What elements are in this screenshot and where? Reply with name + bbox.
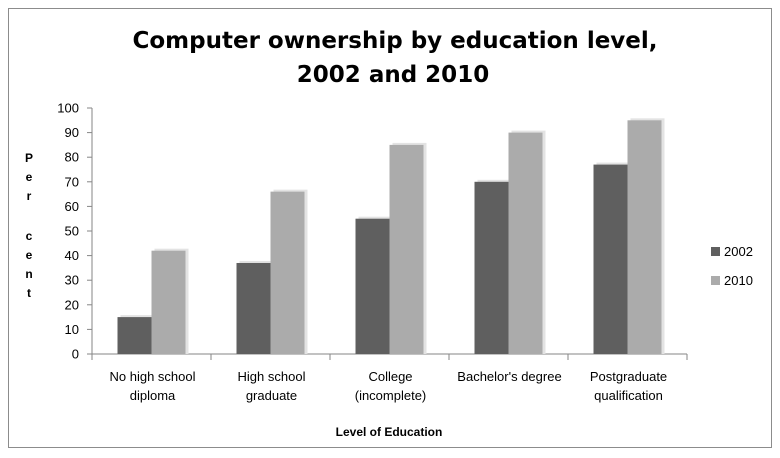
y-axis-title-letter: e (26, 248, 33, 262)
y-tick-label: 40 (65, 248, 79, 263)
y-axis-title-letter: n (25, 267, 32, 281)
category-label: No high school (110, 369, 196, 384)
bar-2010 (508, 132, 543, 354)
y-tick-label: 60 (65, 199, 79, 214)
bar-2010 (270, 191, 305, 354)
bar-2002 (593, 164, 628, 354)
bar-2010 (151, 250, 186, 354)
category-label: qualification (594, 388, 663, 403)
y-tick-label: 10 (65, 322, 79, 337)
bar-2002 (117, 317, 152, 354)
y-tick-label: 90 (65, 125, 79, 140)
legend: 2002 2010 (711, 244, 753, 288)
category-label: diploma (130, 388, 176, 403)
bar-2002 (474, 181, 509, 354)
category-label: High school (238, 369, 306, 384)
bar-2010 (389, 144, 424, 354)
bar-2002 (355, 218, 390, 354)
bar-2002 (236, 262, 271, 354)
y-tick-label: 50 (65, 224, 79, 239)
bar-2010 (627, 120, 662, 354)
y-axis-title-letter: e (26, 170, 33, 184)
chart-title-line-2: 2002 and 2010 (297, 62, 489, 88)
y-tick-label: 80 (65, 150, 79, 165)
y-tick-label: 20 (65, 297, 79, 312)
x-category-labels: No high school diploma High school graduate… (110, 369, 668, 403)
y-tick-label: 100 (57, 101, 79, 116)
y-axis-title-letter: r (27, 189, 32, 203)
legend-label-2002: 2002 (724, 244, 753, 259)
y-axis-title-letter: c (26, 229, 33, 243)
category-label: graduate (246, 388, 297, 403)
y-tick-labels: 0 10 20 30 40 50 60 70 80 90 100 (57, 101, 79, 362)
y-tick-label: 0 (72, 347, 79, 362)
y-axis-title-letter: t (27, 286, 31, 300)
bars (117, 118, 665, 354)
category-label: Postgraduate (590, 369, 667, 384)
y-tick-label: 70 (65, 174, 79, 189)
y-axis-title-letter: P (25, 151, 33, 165)
category-label: Bachelor's degree (457, 369, 561, 384)
chart-title-line-1: Computer ownership by education level, (132, 28, 657, 54)
y-tick-label: 30 (65, 273, 79, 288)
legend-label-2010: 2010 (724, 273, 753, 288)
legend-swatch-2002 (711, 247, 720, 256)
legend-swatch-2010 (711, 276, 720, 285)
category-label: (incomplete) (355, 388, 427, 403)
x-axis-title: Level of Education (336, 425, 443, 439)
category-label: College (368, 369, 412, 384)
